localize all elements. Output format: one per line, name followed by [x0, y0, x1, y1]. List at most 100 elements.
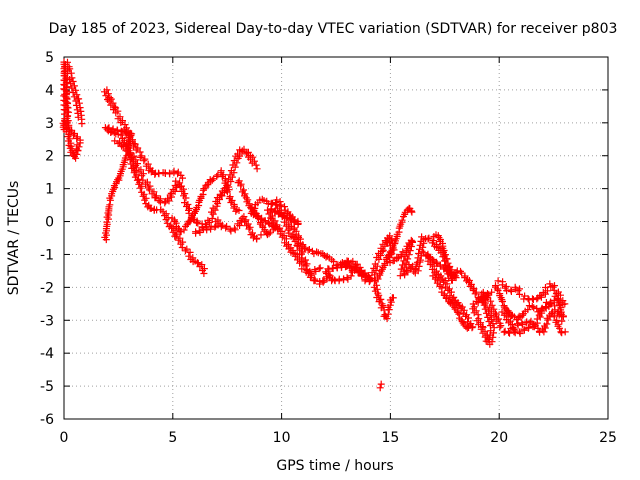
- data-point: [311, 277, 319, 285]
- data-point: [237, 182, 245, 190]
- data-point: [426, 254, 434, 262]
- data-point: [322, 268, 330, 276]
- data-point: [282, 235, 290, 243]
- data-point: [547, 298, 555, 306]
- data-point: [473, 317, 481, 325]
- data-point: [529, 321, 537, 329]
- data-point: [146, 186, 153, 194]
- data-point: [199, 267, 206, 274]
- data-point: [117, 131, 125, 139]
- data-point: [472, 288, 480, 296]
- data-point: [73, 101, 80, 109]
- data-point: [229, 161, 237, 169]
- data-point: [490, 313, 498, 321]
- axis-ticks: [63, 56, 609, 420]
- data-point: [398, 216, 406, 224]
- data-point: [503, 287, 511, 295]
- data-point: [182, 194, 190, 202]
- data-point: [493, 285, 501, 293]
- data-point: [368, 269, 376, 277]
- data-point: [265, 220, 273, 228]
- data-point: [319, 250, 327, 258]
- data-point: [232, 207, 240, 215]
- data-point: [514, 287, 522, 295]
- data-point: [379, 240, 387, 248]
- data-point: [273, 201, 281, 209]
- data-point: [253, 165, 261, 173]
- data-point: [550, 313, 558, 321]
- x-tick-label: 0: [60, 430, 69, 446]
- data-point: [301, 245, 309, 253]
- plot-frame: [63, 56, 609, 420]
- data-point: [539, 289, 547, 296]
- data-point: [249, 206, 257, 214]
- data-point: [265, 230, 273, 238]
- data-point: [406, 247, 414, 255]
- data-point: [209, 204, 217, 212]
- data-point: [482, 296, 490, 303]
- data-point: [377, 244, 385, 252]
- data-point: [181, 247, 189, 255]
- data-point: [202, 220, 209, 228]
- data-point: [344, 275, 352, 283]
- data-point: [246, 155, 254, 163]
- data-point: [161, 212, 168, 220]
- data-point: [475, 321, 482, 329]
- data-point: [223, 181, 231, 189]
- data-point: [198, 224, 206, 231]
- data-point: [316, 264, 324, 272]
- data-point: [561, 328, 569, 336]
- data-point: [516, 328, 524, 336]
- data-point: [330, 258, 338, 265]
- x-tick-label: 10: [273, 430, 291, 446]
- data-point: [505, 319, 513, 327]
- data-point: [291, 252, 299, 260]
- data-point: [130, 142, 137, 150]
- data-point: [487, 297, 495, 305]
- data-point: [278, 213, 286, 221]
- data-point: [457, 267, 464, 275]
- data-point: [246, 223, 254, 231]
- data-point: [112, 109, 120, 117]
- x-tick-label: 20: [490, 430, 508, 446]
- data-point: [172, 232, 180, 240]
- data-point: [447, 288, 455, 296]
- data-point: [161, 199, 169, 207]
- data-point: [62, 61, 69, 68]
- data-point: [488, 307, 495, 315]
- data-point: [73, 135, 81, 142]
- data-point: [542, 284, 549, 291]
- y-tick-label: 1: [45, 182, 54, 198]
- y-tick-label: -4: [40, 346, 54, 362]
- data-point: [142, 180, 150, 188]
- data-point: [204, 216, 212, 224]
- data-point: [177, 240, 185, 248]
- data-point: [208, 176, 216, 184]
- data-point: [139, 176, 147, 184]
- data-point: [370, 264, 378, 272]
- data-point: [471, 290, 479, 298]
- data-point: [373, 254, 381, 261]
- data-points: [59, 58, 569, 392]
- data-point: [241, 218, 249, 225]
- data-point: [231, 226, 239, 234]
- data-point: [235, 207, 243, 214]
- data-point: [67, 80, 75, 88]
- data-point: [226, 171, 234, 179]
- data-point: [455, 310, 463, 318]
- data-point: [179, 174, 186, 182]
- data-point: [558, 329, 566, 337]
- data-point: [497, 322, 505, 330]
- data-point: [167, 189, 175, 197]
- data-point: [101, 88, 108, 96]
- data-point: [136, 153, 144, 161]
- data-point: [549, 283, 557, 291]
- data-point: [538, 305, 546, 313]
- data-point: [196, 263, 204, 271]
- y-tick-label: 3: [45, 116, 54, 132]
- data-point: [478, 290, 486, 298]
- data-point: [132, 146, 140, 154]
- data-point: [267, 199, 275, 207]
- data-point: [307, 273, 315, 281]
- data-point: [479, 288, 487, 296]
